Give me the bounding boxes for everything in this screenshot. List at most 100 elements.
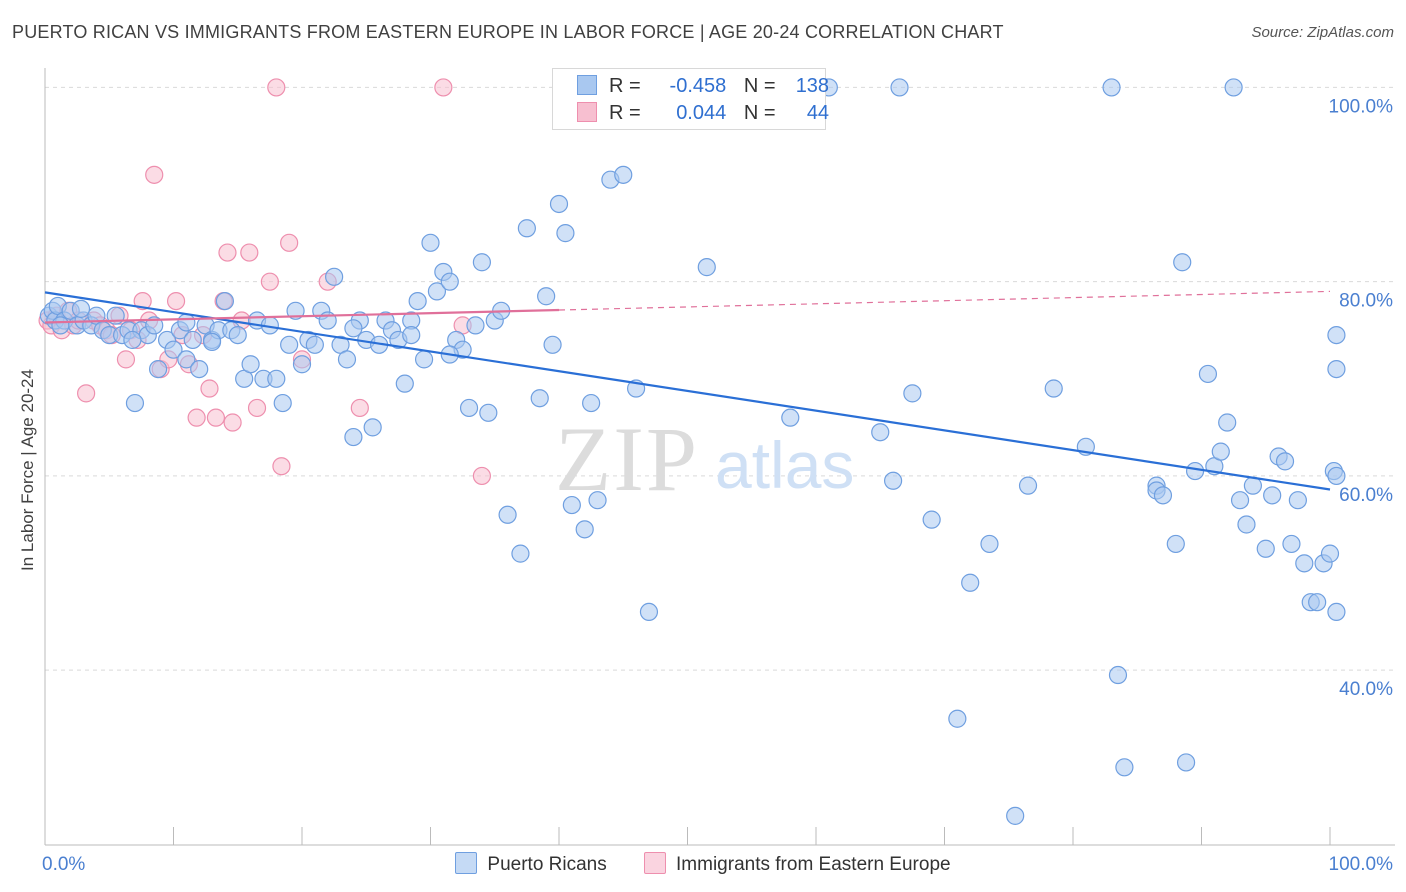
data-point (421, 233, 440, 252)
trend-line-puerto-ricans (44, 291, 1331, 491)
data-point (556, 224, 575, 243)
data-point (1295, 554, 1314, 573)
data-point (582, 393, 601, 413)
legend-label: Puerto Ricans (487, 854, 607, 875)
data-point (511, 544, 530, 563)
data-point (517, 219, 536, 238)
legend-r-value: 0.044 (676, 102, 727, 124)
legend-r-value: -0.458 (669, 75, 727, 97)
watermark-atlas: atlas (715, 428, 854, 502)
watermark: ZIP atlas (555, 408, 854, 510)
data-point (549, 194, 569, 214)
y-tick-label: 80.0% (1339, 291, 1393, 312)
legend-row-puerto-ricans: R = -0.458 N = 138 (577, 75, 829, 98)
legend-label: Immigrants from Eastern Europe (676, 854, 951, 875)
trend-line-eastern-europe (44, 308, 560, 324)
data-point (1308, 593, 1327, 612)
data-point (202, 332, 222, 351)
data-point (177, 350, 196, 369)
data-point (272, 457, 291, 476)
data-point (280, 335, 299, 354)
data-point (1282, 534, 1301, 554)
legend-n-label: N = (743, 75, 776, 97)
data-point (1108, 665, 1128, 685)
data-point (190, 359, 209, 379)
y-tick-label: 40.0% (1339, 679, 1393, 700)
axes (44, 68, 1395, 846)
data-point (1173, 253, 1192, 272)
data-point (1327, 602, 1346, 622)
legend-swatch-pink (644, 852, 667, 874)
data-point (125, 393, 145, 413)
data-point (871, 423, 890, 442)
data-point (479, 403, 498, 422)
data-point (961, 573, 980, 592)
data-point (1275, 452, 1295, 471)
data-point (1198, 364, 1218, 384)
data-point (183, 330, 202, 350)
data-point (337, 350, 357, 369)
data-point (922, 510, 941, 529)
data-point (305, 335, 324, 354)
x-tick-label: 100.0% (1329, 854, 1394, 875)
data-point (206, 408, 226, 427)
chart-title: PUERTO RICAN VS IMMIGRANTS FROM EASTERN … (12, 22, 1004, 42)
data-point (697, 258, 716, 277)
data-point (575, 520, 594, 539)
data-point (148, 359, 168, 379)
data-point (614, 165, 633, 184)
data-point (1018, 476, 1038, 495)
data-point (241, 355, 260, 374)
data-point (286, 301, 305, 320)
data-point (1166, 534, 1185, 554)
data-point (427, 282, 447, 301)
data-point (472, 253, 491, 272)
series-legend: Puerto Ricans Immigrants from Eastern Eu… (0, 852, 1406, 876)
data-point (980, 534, 999, 554)
data-point (543, 335, 562, 354)
data-point (344, 427, 363, 447)
data-point (363, 418, 382, 437)
data-point (1256, 539, 1275, 558)
data-point (240, 243, 259, 262)
data-point (350, 398, 369, 418)
data-point (215, 292, 234, 311)
data-point (223, 413, 242, 432)
data-point (402, 325, 421, 345)
data-point (228, 325, 247, 345)
trend-lines (44, 290, 1331, 491)
data-point (344, 319, 363, 338)
legend-swatch-blue (455, 852, 478, 874)
data-point (1211, 442, 1230, 461)
data-point (292, 355, 312, 374)
legend-n-value: 44 (806, 102, 830, 124)
data-point (116, 350, 136, 369)
legend-item-eastern-europe[interactable]: Immigrants from Eastern Europe (644, 852, 951, 876)
series-puerto-ricans-points (39, 78, 1346, 825)
x-tick-label: 0.0% (42, 854, 85, 875)
data-point (903, 384, 922, 403)
data-point (273, 393, 292, 413)
data-point (1044, 379, 1063, 398)
data-point (948, 709, 967, 728)
legend-swatch-pink (577, 102, 597, 122)
data-point (1006, 806, 1025, 825)
data-point (1327, 359, 1346, 379)
data-point (1263, 486, 1282, 505)
data-point (1327, 325, 1346, 345)
data-point (1320, 544, 1340, 563)
data-point (1115, 758, 1134, 777)
data-point (164, 340, 183, 359)
data-point (562, 495, 581, 515)
data-point (1224, 78, 1243, 97)
y-tick-label: 100.0% (1329, 96, 1394, 117)
legend-swatch-blue (577, 75, 597, 95)
legend-r-label: R = (609, 102, 641, 124)
data-point (267, 369, 286, 388)
legend-item-puerto-ricans[interactable]: Puerto Ricans (455, 852, 607, 876)
data-point (466, 316, 485, 335)
data-point (77, 384, 96, 403)
data-point (414, 350, 434, 369)
data-point (1176, 753, 1196, 772)
